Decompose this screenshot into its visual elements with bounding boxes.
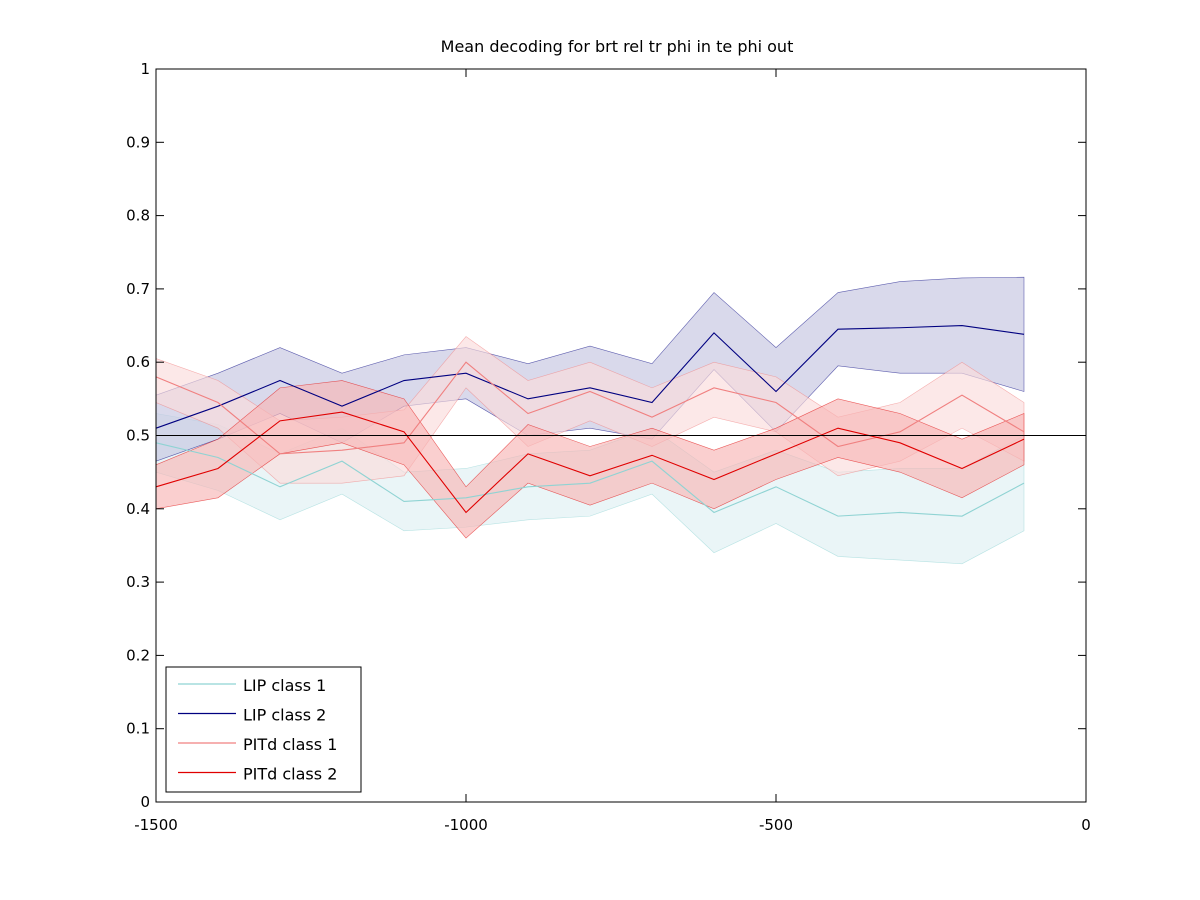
pitd-class-2-line bbox=[155, 411, 1025, 514]
legend-box bbox=[165, 666, 362, 793]
pitd-class-1-line bbox=[155, 361, 1025, 455]
x-tick-label: -500 bbox=[759, 816, 793, 834]
y-tick-label: 0.9 bbox=[126, 133, 150, 151]
lip-class-1-line bbox=[155, 442, 1025, 517]
y-tick-label: 0.4 bbox=[126, 500, 150, 518]
chart-title: Mean decoding for brt rel tr phi in te p… bbox=[441, 37, 794, 56]
y-tick-label: 0.5 bbox=[126, 427, 150, 445]
x-tick-label: -1500 bbox=[134, 816, 178, 834]
y-tick-label: 0.1 bbox=[126, 720, 150, 738]
y-tick-label: 0.3 bbox=[126, 573, 150, 591]
x-tick-label: -1000 bbox=[444, 816, 488, 834]
x-axis: -1500 -1000 -500 0 bbox=[134, 69, 1091, 834]
y-tick-label: 0.6 bbox=[126, 353, 150, 371]
pitd-class-2-legend-label: PITd class 2 bbox=[243, 765, 337, 784]
lip-class-2-line bbox=[155, 324, 1025, 429]
y-axis: 0 0.1 0.2 0.3 0.4 0.5 0.6 0.7 0.8 0.9 1 bbox=[126, 60, 1086, 811]
x-tick-label: 0 bbox=[1081, 816, 1091, 834]
lip-class-1-legend-label: LIP class 1 bbox=[243, 676, 326, 695]
y-tick-label: 0.8 bbox=[126, 207, 150, 225]
y-tick-label: 0 bbox=[140, 793, 150, 811]
y-tick-label: 0.2 bbox=[126, 646, 150, 664]
y-tick-label: 0.7 bbox=[126, 280, 150, 298]
pitd-class-1-legend-label: PITd class 1 bbox=[243, 735, 337, 754]
y-tick-label: 1 bbox=[140, 60, 150, 78]
series-lines bbox=[155, 324, 1025, 517]
pitd-class-2-error-band bbox=[155, 380, 1025, 539]
legend: LIP class 1 LIP class 2 PITd class 1 PITd c… bbox=[165, 666, 362, 793]
lip-class-2-legend-label: LIP class 2 bbox=[243, 706, 326, 725]
